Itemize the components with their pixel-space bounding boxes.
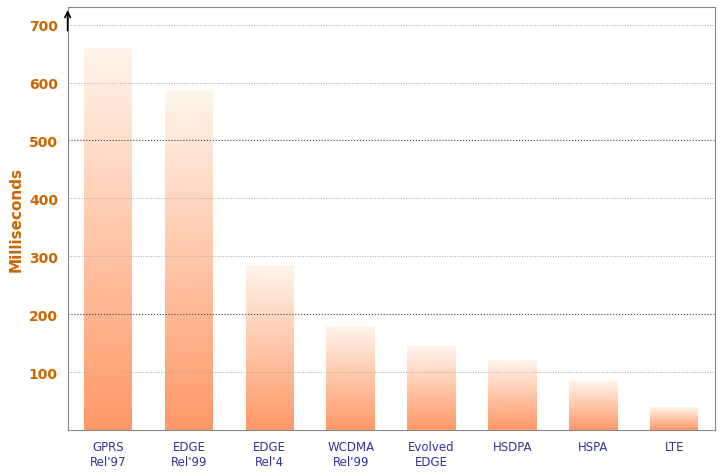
Y-axis label: Milliseconds: Milliseconds xyxy=(9,167,23,272)
